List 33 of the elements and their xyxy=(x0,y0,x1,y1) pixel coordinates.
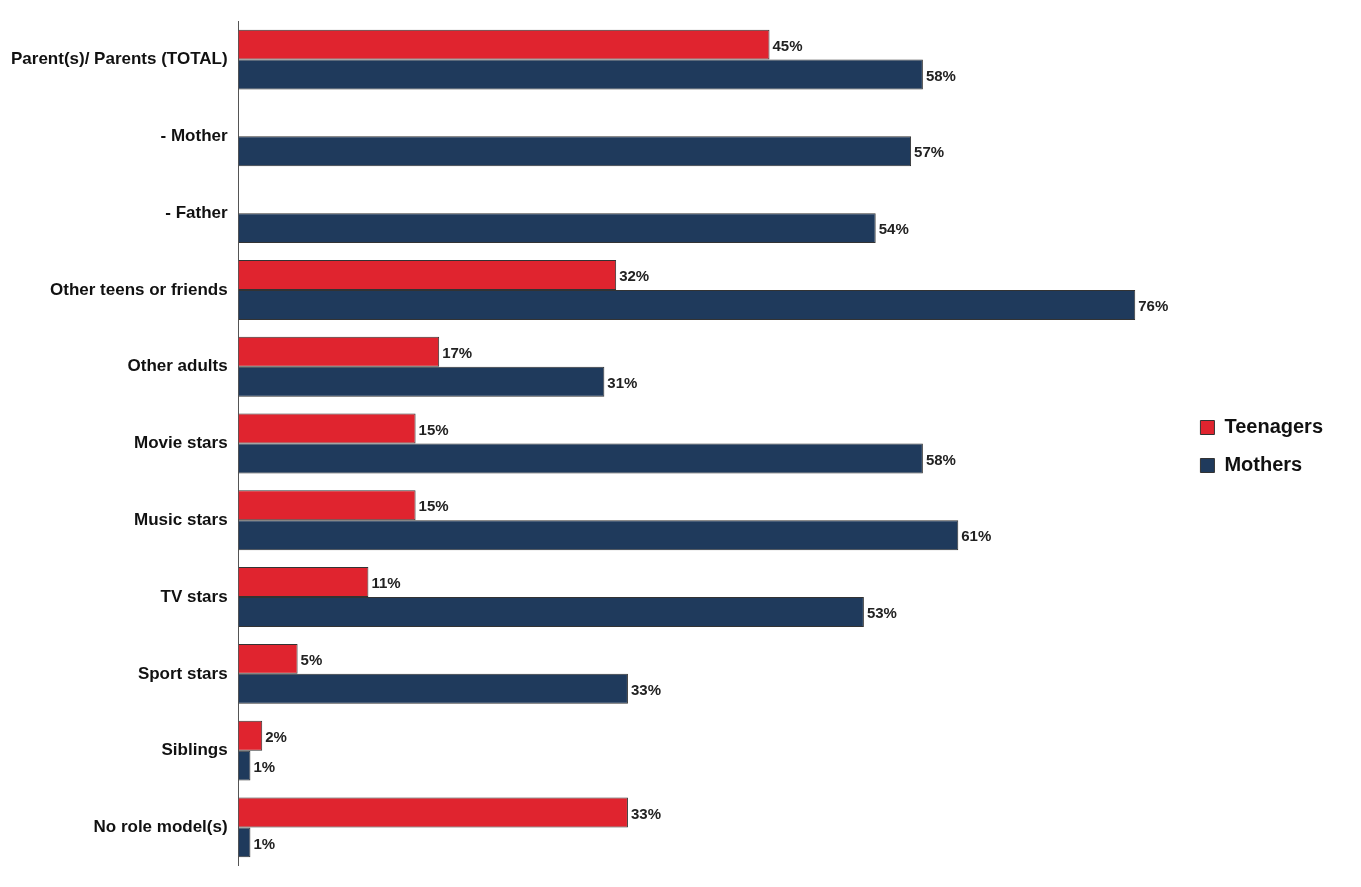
data-label: 58% xyxy=(925,450,956,468)
y-tick-label: Sport stars xyxy=(137,663,228,683)
y-tick-label: - Father xyxy=(165,202,228,222)
data-label: 32% xyxy=(619,267,650,285)
data-label: 33% xyxy=(630,804,661,822)
data-label: 5% xyxy=(300,651,323,669)
y-tick-label: Other adults xyxy=(127,356,228,376)
data-label: 1% xyxy=(253,834,276,852)
y-tick-label: Movie stars xyxy=(134,433,228,453)
data-label: 15% xyxy=(418,420,449,438)
data-label: 11% xyxy=(371,574,401,592)
y-tick-label: Other teens or friends xyxy=(50,279,228,299)
y-tick-label: Siblings xyxy=(161,740,228,760)
data-label: 45% xyxy=(772,36,803,54)
y-tick-label: - Mother xyxy=(160,126,229,146)
data-label: 53% xyxy=(866,604,897,622)
y-tick-label: TV stars xyxy=(160,586,228,606)
legend-label: Mothers xyxy=(1224,453,1303,476)
data-label: 31% xyxy=(607,373,638,391)
data-label: 58% xyxy=(925,66,956,84)
data-label: 76% xyxy=(1138,297,1169,315)
data-label: 2% xyxy=(265,727,287,745)
data-label: 17% xyxy=(442,343,473,361)
y-tick-label: No role model(s) xyxy=(93,817,228,837)
y-tick-label: Music stars xyxy=(134,509,228,529)
data-label: 15% xyxy=(418,497,449,515)
data-label: 33% xyxy=(630,680,661,698)
legend-label: Teenagers xyxy=(1224,415,1324,438)
y-tick-label: Parent(s)/ Parents (TOTAL) xyxy=(10,49,228,69)
data-label: 54% xyxy=(878,220,909,238)
data-label: 1% xyxy=(253,757,276,775)
data-label: 57% xyxy=(914,143,945,161)
data-label: 61% xyxy=(961,527,992,545)
